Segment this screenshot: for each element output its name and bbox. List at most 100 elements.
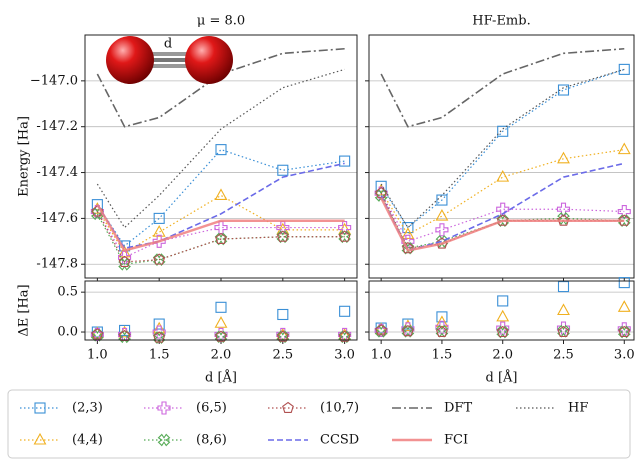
x-axis-label: d [Å] xyxy=(205,370,237,386)
series-line xyxy=(96,211,345,259)
series-line xyxy=(380,68,625,229)
marker xyxy=(402,222,414,234)
marker xyxy=(277,308,289,321)
x-tick-label: 2.0 xyxy=(492,348,513,363)
plot-area xyxy=(369,281,634,340)
legend-label: (4,4) xyxy=(72,433,103,448)
marker xyxy=(214,316,228,328)
series-line xyxy=(380,197,625,252)
y-axis-label: ΔE [Ha] xyxy=(17,284,32,336)
marker xyxy=(157,401,171,415)
marker xyxy=(618,63,630,75)
marker xyxy=(276,230,289,242)
legend-label: (6,5) xyxy=(196,401,227,416)
legend-label: (10,7) xyxy=(320,401,359,416)
marker xyxy=(277,164,289,176)
marker xyxy=(118,255,131,267)
legend-label: (8,6) xyxy=(196,433,227,448)
marker xyxy=(617,300,631,312)
marker xyxy=(91,328,104,340)
marker xyxy=(91,205,104,217)
marker xyxy=(91,328,104,342)
marker xyxy=(496,325,509,338)
marker xyxy=(153,318,165,330)
legend-label: FCI xyxy=(444,433,468,448)
y-tick-label: −147.0 xyxy=(30,73,78,88)
marker xyxy=(556,202,571,216)
x-tick-label: 3.0 xyxy=(334,348,355,363)
y-tick-label: -147.2 xyxy=(36,119,78,134)
molecule: d xyxy=(106,36,233,84)
marker xyxy=(401,227,415,239)
marker xyxy=(215,144,227,156)
series-line xyxy=(96,47,345,128)
marker xyxy=(33,432,47,445)
marker xyxy=(339,305,351,317)
series-line xyxy=(96,162,345,250)
marker xyxy=(497,125,509,137)
marker xyxy=(496,169,510,182)
marker xyxy=(375,324,388,336)
marker xyxy=(436,194,448,206)
marker xyxy=(618,325,631,338)
marker xyxy=(557,212,570,225)
legend-label: (2,3) xyxy=(72,401,103,416)
marker xyxy=(436,325,448,338)
marker xyxy=(276,221,290,235)
marker xyxy=(374,324,388,338)
x-axis-label: d [Å] xyxy=(486,370,518,386)
x-tick-label: 2.5 xyxy=(272,348,293,363)
marker xyxy=(214,188,228,201)
bond-label: d xyxy=(164,37,172,52)
legend-label: CCSD xyxy=(320,433,359,448)
marker xyxy=(153,253,166,265)
marker xyxy=(34,402,46,414)
panel: 1.0 1.5 2.0 2.5 3.0 d [Å] xyxy=(365,277,635,386)
marker xyxy=(557,151,570,164)
plot-frame xyxy=(84,34,358,279)
marker xyxy=(338,230,351,242)
marker xyxy=(338,330,351,342)
panel-title: HF-Emb. xyxy=(472,14,530,29)
x-tick-label: 1.0 xyxy=(87,348,108,363)
marker xyxy=(402,325,414,337)
marker xyxy=(152,331,166,344)
series-line xyxy=(96,211,345,263)
series-line xyxy=(96,148,345,247)
marker xyxy=(153,331,166,343)
plot-frame xyxy=(84,280,358,341)
marker xyxy=(436,311,448,323)
marker xyxy=(276,330,290,344)
panel: 0.0 0.5 1.0 1.5 2.0 2.5 3.0 ΔE [Ha] d [Å] xyxy=(17,280,358,386)
series-line xyxy=(96,194,345,254)
marker xyxy=(401,319,415,331)
marker xyxy=(435,208,449,221)
panel: HF-Emb. xyxy=(365,14,635,282)
plot-area xyxy=(369,35,634,278)
marker xyxy=(118,250,132,264)
marker xyxy=(617,204,631,219)
marker xyxy=(152,225,166,237)
y-axis-label: Energy [Ha] xyxy=(17,116,32,197)
marker xyxy=(557,281,570,293)
marker xyxy=(338,221,352,235)
marker xyxy=(557,214,570,226)
marker xyxy=(152,321,166,334)
marker xyxy=(214,232,228,246)
legend-box xyxy=(7,389,631,459)
x-tick-label: 2.0 xyxy=(211,348,232,363)
plot-frame xyxy=(368,34,635,279)
marker xyxy=(401,324,415,338)
series-line xyxy=(96,204,345,252)
legend-label: DFT xyxy=(444,401,472,416)
x-tick-label: 1.5 xyxy=(149,348,170,363)
marker xyxy=(157,433,171,447)
marker xyxy=(338,230,351,244)
marker xyxy=(152,234,166,248)
marker xyxy=(497,295,509,307)
marker xyxy=(496,309,510,322)
x-tick-label: 2.5 xyxy=(553,348,574,363)
marker xyxy=(276,330,289,342)
y-tick-label: 0.5 xyxy=(57,285,78,300)
